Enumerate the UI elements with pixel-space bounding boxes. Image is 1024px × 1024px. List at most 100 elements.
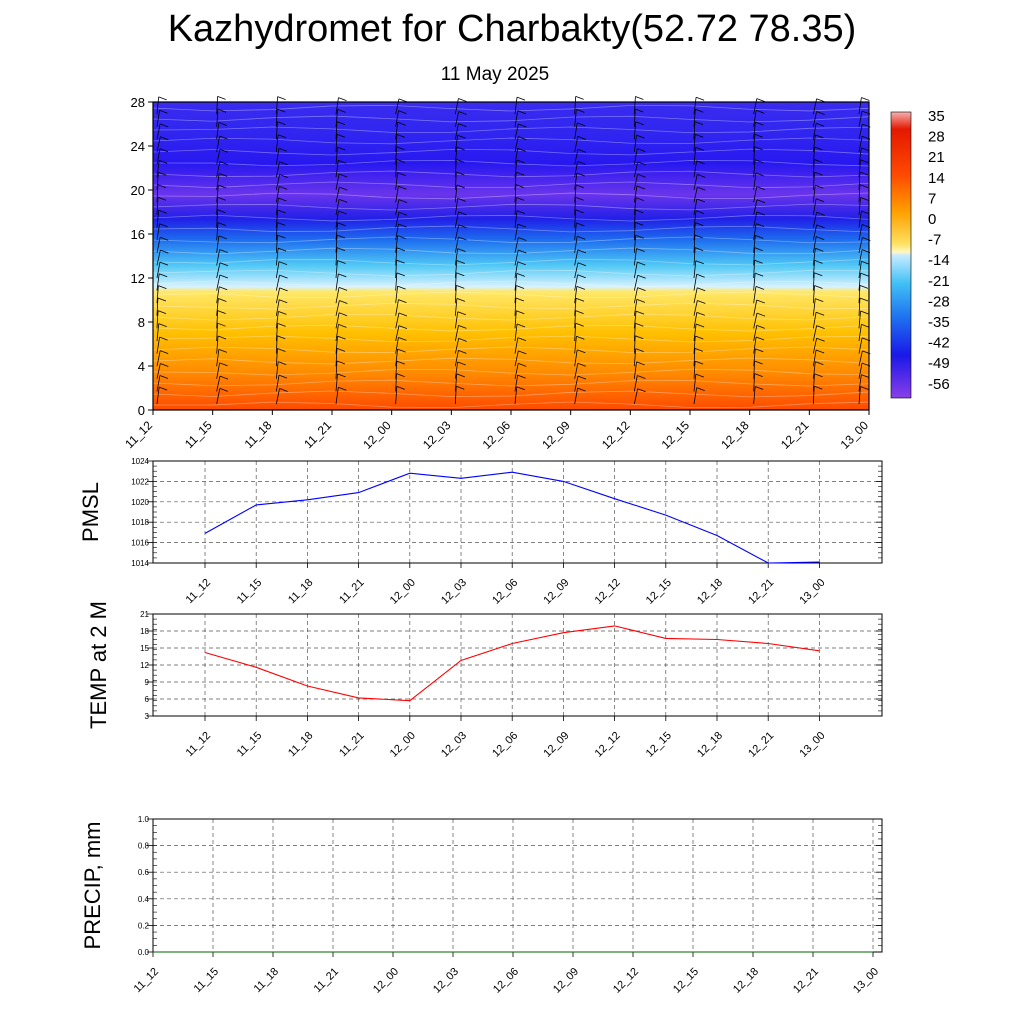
contour-line [152, 115, 870, 123]
y-tick-label: 1.0 [138, 815, 150, 824]
chart-subtitle: 11 May 2025 [440, 64, 550, 85]
wind-barb-staff [395, 235, 399, 253]
wind-barb [156, 159, 168, 178]
wind-barb-staff [335, 160, 339, 178]
wind-barb-flag [816, 98, 825, 103]
wind-barb-staff [633, 174, 638, 190]
wind-barb-staff [156, 237, 161, 253]
wind-barb-staff [395, 325, 400, 342]
wind-barb-staff [335, 287, 340, 304]
wind-barb-flag [695, 373, 704, 378]
wind-barb-flag [755, 121, 764, 126]
wind-barb [335, 300, 348, 316]
wind-barb-staff [693, 234, 696, 253]
wind-barb-flag [516, 210, 526, 214]
wind-barb [395, 98, 408, 115]
wind-barb [753, 223, 765, 241]
y-tick-label: 3 [145, 712, 150, 721]
contour-line [152, 401, 870, 409]
wind-barb-flag [219, 172, 228, 177]
wind-barb [574, 310, 584, 329]
wind-barb-staff [216, 109, 219, 127]
wind-barb [574, 148, 587, 165]
wind-barb [812, 211, 825, 228]
wind-barb-staff [514, 273, 518, 291]
wind-barb-staff [216, 185, 219, 203]
wind-barb-staff [693, 247, 696, 266]
wind-barb-flag [516, 196, 525, 201]
wind-barb [216, 362, 228, 379]
y-tick-label: 0.0 [138, 948, 150, 957]
wind-barb-flag [694, 234, 704, 239]
wind-barb-flag [158, 285, 167, 289]
wind-barb-flag [338, 97, 347, 102]
wind-barb [216, 108, 227, 127]
wind-barb [395, 172, 406, 190]
x-tick-label: 11_12 [184, 730, 214, 760]
wind-barb-staff [275, 361, 279, 379]
wind-barb-staff [693, 187, 698, 203]
wind-barb-flag [517, 374, 526, 379]
wind-barb [395, 211, 408, 228]
wind-barb-flag [458, 350, 467, 354]
contour-line [152, 390, 870, 398]
x-tick-label: 12_18 [695, 730, 725, 760]
wind-barb-staff [156, 337, 160, 354]
wind-barb [574, 285, 586, 304]
heatmap-contours [152, 104, 870, 409]
wind-barb-flag [635, 310, 645, 315]
wind-barb [454, 184, 466, 203]
wind-barb [514, 337, 527, 354]
wind-barb-staff [574, 109, 577, 127]
wind-barb [335, 160, 347, 178]
wind-barb [454, 361, 466, 379]
x-tick-label: 12_09 [541, 577, 571, 607]
wind-barb-staff [858, 224, 863, 241]
wind-barb-flag [219, 135, 228, 140]
wind-barb-staff [858, 297, 861, 316]
wind-barb-flag [457, 197, 466, 202]
wind-barb [335, 186, 348, 203]
wind-barb [753, 247, 763, 266]
wind-barb-flag [754, 373, 763, 377]
wind-barb [574, 184, 585, 203]
wind-barb-staff [753, 348, 756, 367]
wind-barb-flag [635, 348, 644, 353]
wind-barb-staff [514, 375, 519, 392]
wind-barb-staff [156, 110, 160, 127]
wind-barb-flag [754, 247, 763, 251]
wind-barb-flag [637, 161, 646, 166]
x-tick-label: 12_03 [431, 966, 461, 996]
x-tick-label: 12_00 [388, 730, 418, 760]
wind-barb-staff [216, 122, 220, 140]
wind-barb [633, 134, 645, 153]
heatmap-y-tick-label: 0 [138, 403, 145, 418]
wind-barb-staff [275, 186, 280, 203]
wind-barb [753, 109, 765, 127]
wind-barb [395, 199, 408, 216]
wind-barb-flag [816, 224, 825, 229]
wind-barb [395, 159, 405, 178]
wind-barb [812, 259, 823, 279]
wind-barb [335, 109, 346, 127]
heatmap-y-tick-label: 8 [138, 315, 145, 330]
wind-barb-flag [159, 375, 169, 379]
wind-barb-flag [456, 373, 465, 378]
wind-barb [574, 335, 585, 354]
wind-barb-flag [516, 96, 526, 101]
wind-barb [858, 374, 870, 392]
wind-barb-flag [814, 272, 823, 277]
wind-barb [633, 96, 644, 115]
wind-barb [216, 322, 226, 342]
wind-barb-staff [574, 336, 577, 354]
y-tick-label: 1018 [131, 518, 149, 527]
wind-barb-flag [279, 186, 288, 190]
wind-barb-flag [861, 97, 870, 101]
wind-barb [693, 287, 706, 304]
wind-barb-staff [454, 298, 458, 316]
wind-barb [693, 247, 704, 266]
wind-barb-staff [335, 187, 340, 203]
wind-barb-flag [219, 375, 229, 380]
wind-barb-staff [574, 209, 577, 228]
